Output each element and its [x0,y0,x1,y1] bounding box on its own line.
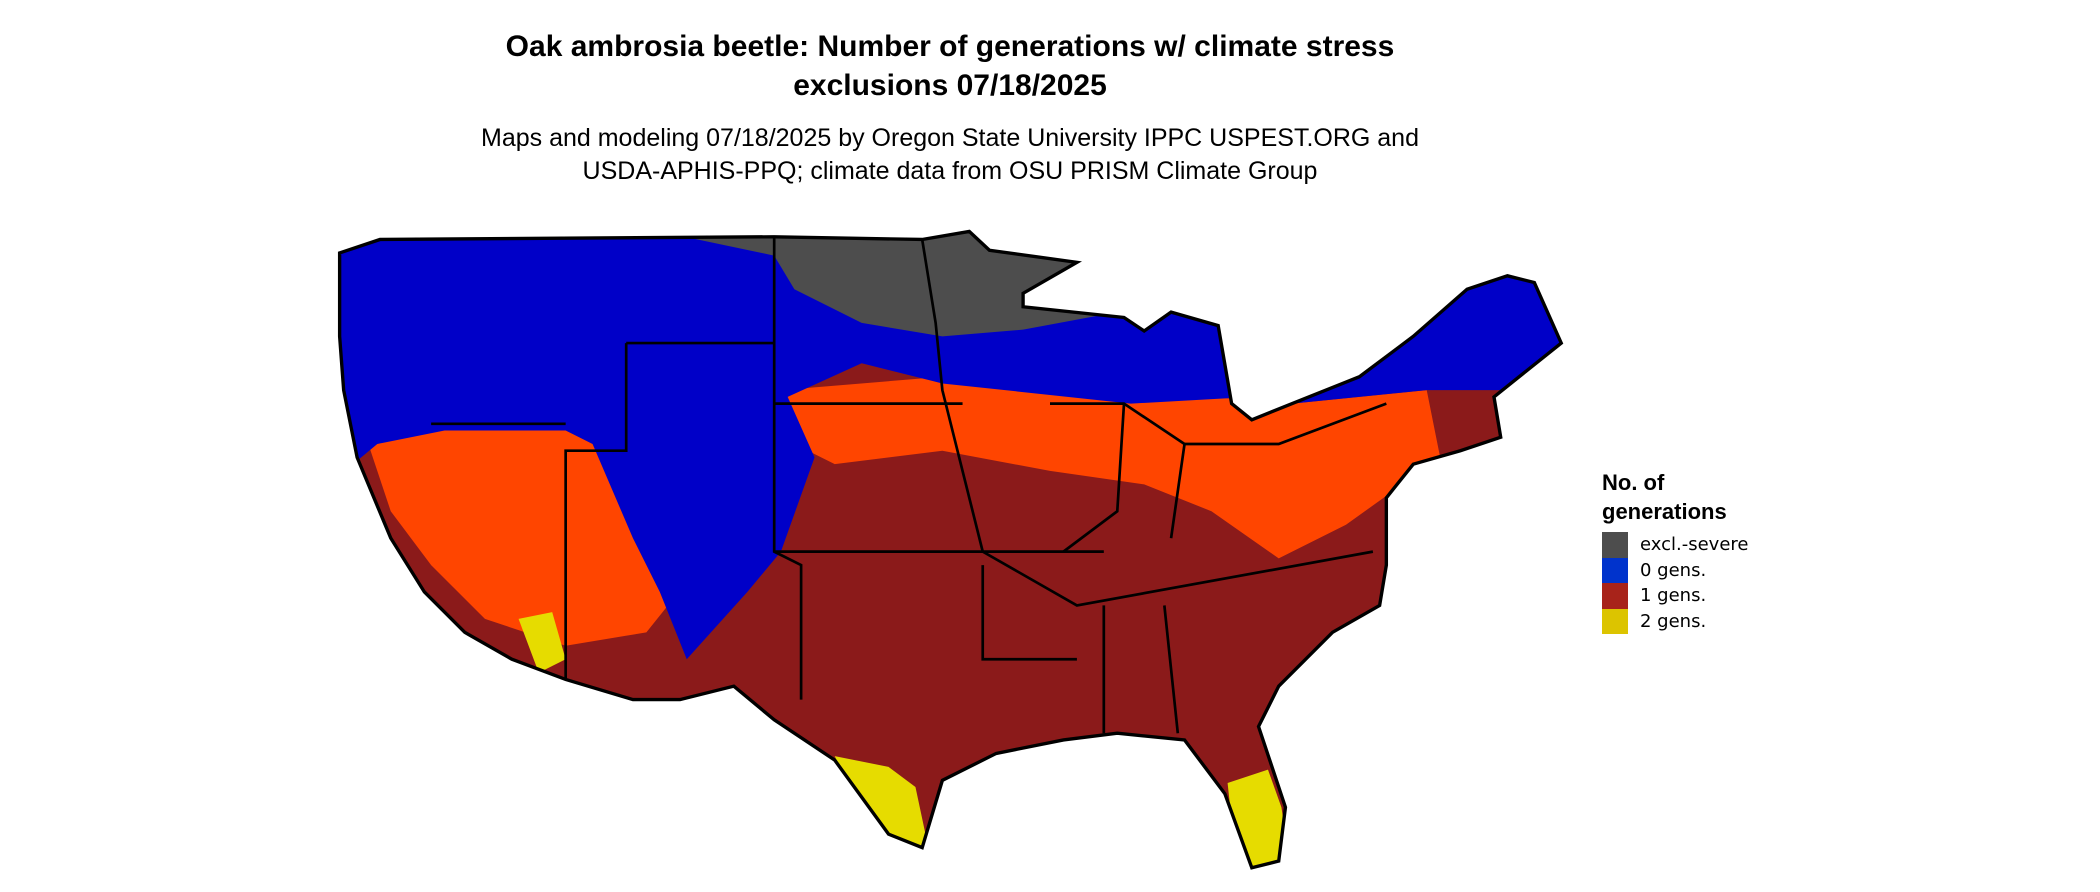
legend-item-2-gens: 2 gens. [1602,608,1748,634]
legend-label: excl.-severe [1640,534,1749,556]
subtitle-line-1: Maps and modeling 07/18/2025 by Oregon S… [481,124,1419,152]
region-excl-severe [646,231,1118,337]
legend-swatch [1602,532,1628,558]
legend-item-0-gens: 0 gens. [1602,557,1748,583]
map-title: Oak ambrosia beetle: Number of generatio… [300,27,1600,105]
legend-title-line-2: generations [1602,499,1727,524]
legend-title-line-1: No. of [1602,470,1665,495]
legend-item-1-gens: 1 gens. [1602,583,1748,609]
legend-swatch [1602,583,1628,609]
state-borders [431,236,1387,734]
legend-label: 1 gens. [1640,585,1707,607]
subtitle-line-2: USDA-APHIS-PPQ; climate data from OSU PR… [582,157,1318,185]
region-1-gens-orange [780,376,1441,559]
title-line-1: Oak ambrosia beetle: Number of generatio… [505,30,1395,63]
map-subtitle: Maps and modeling 07/18/2025 by Oregon S… [300,122,1600,188]
legend-item-excl-severe: excl.-severe [1602,532,1748,558]
legend-swatch [1602,557,1628,583]
legend-title: No. of generations [1602,468,1748,526]
title-line-2: exclusions 07/18/2025 [793,69,1107,102]
region-2-gens-texas [834,756,929,851]
legend-label: 2 gens. [1640,610,1707,632]
region-2-gens-arizona [518,612,566,673]
legend: No. of generations excl.-severe 0 gens. … [1602,468,1748,634]
legend-swatch [1602,608,1628,634]
legend-label: 0 gens. [1640,559,1707,581]
